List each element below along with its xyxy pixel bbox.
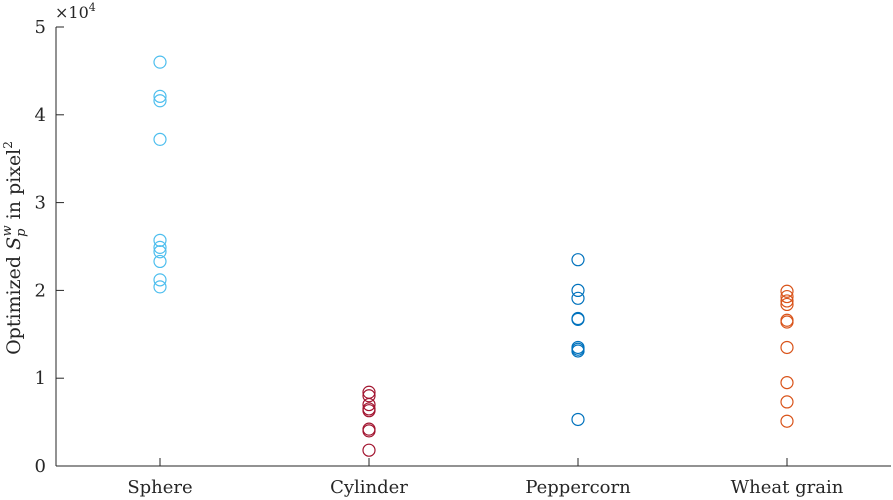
- data-points: [153, 55, 794, 457]
- data-point: [780, 284, 794, 298]
- data-point: [362, 404, 376, 418]
- data-point: [362, 424, 376, 438]
- ticks: 0 1 2 3 4 5 Sphere Cylinder Peppercorn Wheat grai…: [35, 17, 844, 498]
- x-tick-label: Sphere: [127, 477, 192, 498]
- data-point: [780, 395, 794, 409]
- data-point: [153, 280, 167, 294]
- y-tick-label: 2: [35, 280, 46, 301]
- data-point: [153, 254, 167, 269]
- data-point: [153, 245, 167, 259]
- data-point: [780, 414, 794, 428]
- data-point: [153, 55, 167, 69]
- data-point: [153, 240, 167, 254]
- y-tick-label: 5: [35, 17, 46, 38]
- data-point: [571, 344, 585, 358]
- data-point: [780, 340, 794, 355]
- data-point: [780, 289, 794, 304]
- data-point: [571, 253, 585, 267]
- data-point: [571, 412, 585, 427]
- y-tick-label: 4: [35, 105, 46, 126]
- x-tick-label: Peppercorn: [525, 477, 631, 498]
- data-point: [780, 294, 794, 308]
- data-point: [780, 315, 794, 329]
- data-point: [780, 375, 794, 390]
- y-tick-label: 1: [35, 368, 46, 389]
- data-point: [153, 89, 167, 103]
- y-tick-label: 0: [35, 456, 46, 477]
- x-tick-label: Wheat grain: [731, 477, 844, 498]
- data-point: [362, 389, 376, 403]
- y-axis-title: Optimized Spw in pixel2: [0, 141, 29, 355]
- data-point: [571, 283, 585, 297]
- data-point: [362, 443, 376, 457]
- data-point: [571, 291, 585, 305]
- y-multiplier-label: ×104: [55, 1, 96, 22]
- axes: [55, 27, 891, 467]
- data-point: [153, 94, 167, 108]
- data-point: [153, 132, 167, 146]
- data-point: [153, 273, 167, 287]
- y-tick-label: 3: [35, 193, 46, 214]
- data-point: [780, 297, 794, 312]
- x-tick-label: Cylinder: [330, 477, 408, 498]
- y-multiplier-exponent: 4: [89, 1, 96, 14]
- data-point: [362, 397, 376, 412]
- data-point: [153, 233, 167, 247]
- data-point: [571, 312, 585, 326]
